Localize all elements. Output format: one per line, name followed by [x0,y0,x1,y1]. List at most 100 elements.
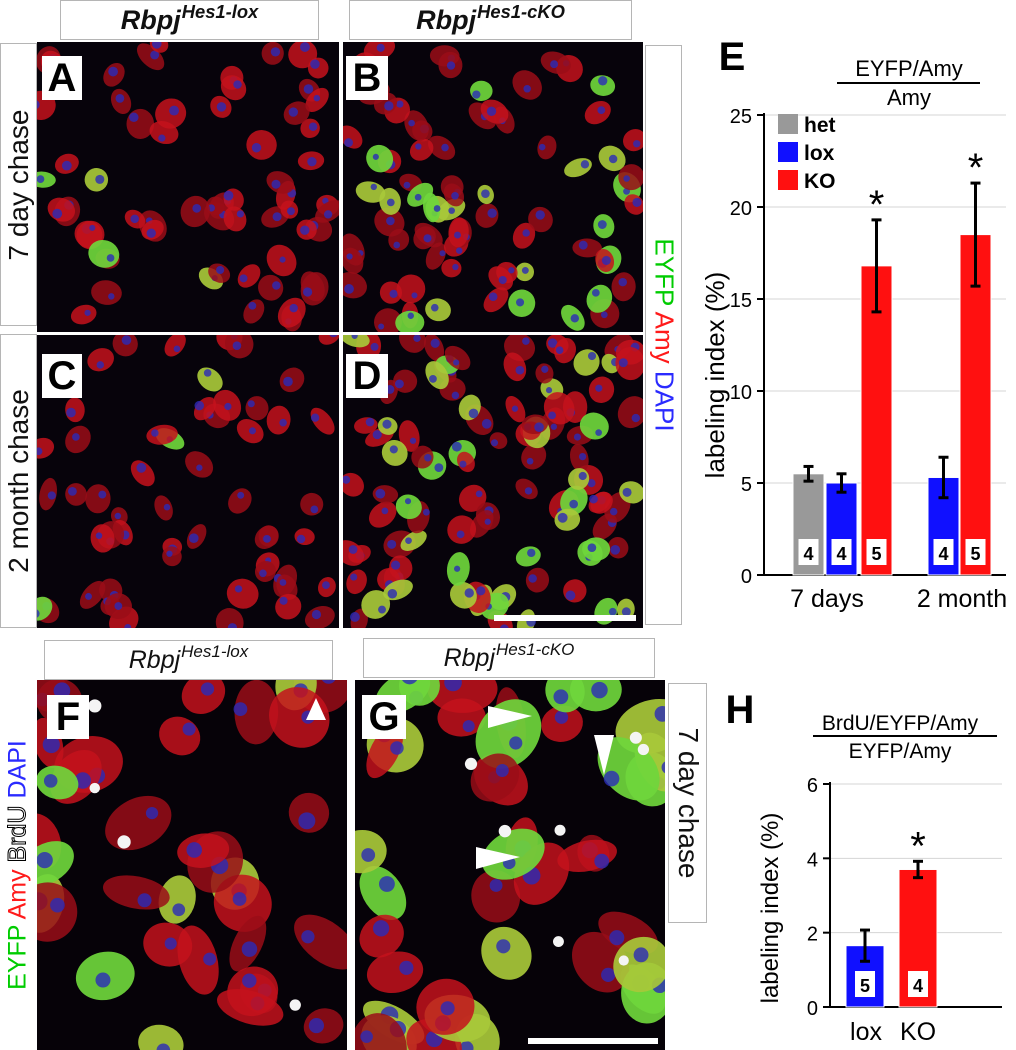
dapi-nucleus [349,612,360,622]
dapi-nucleus [481,418,492,429]
chart-e: E EYFP/Amy Amy 0 5 10 15 20 25 4 4 5 * 4 5 * 7 days 2 … [700,35,1007,613]
dapi-nucleus [661,761,665,774]
arrowhead-g-2 [476,847,520,869]
dapi-nucleus [557,512,568,523]
dapi-nucleus [300,225,310,235]
dapi-nucleus [489,879,503,892]
amylase-cell [300,272,329,306]
dapi-nucleus [448,207,455,214]
dapi-nucleus [301,930,315,944]
amylase-cell [294,914,347,970]
dapi-nucleus [310,413,320,422]
amylase-cell [623,129,643,152]
chart-h-title: BrdU/EYFP/Amy [822,712,979,735]
amylase-cell [177,833,230,868]
y-tick-label: 2 [807,924,818,946]
brdu-nucleus [637,743,650,756]
dapi-nucleus [496,939,511,954]
dapi-nucleus [85,592,92,600]
amylase-cell [343,247,364,274]
dapi-nucleus [287,207,295,216]
dapi-nucleus [196,464,203,471]
bar-KO [959,234,992,576]
dapi-nucleus [247,400,255,408]
amylase-cell [404,110,429,141]
dapi-nucleus [129,112,139,123]
dapi-nucleus [375,488,386,499]
dapi-nucleus [182,722,196,736]
dapi-nucleus [241,941,258,957]
dapi-nucleus [538,143,546,151]
chart-h-title-denominator: EYFP/Amy [849,740,952,763]
dapi-nucleus [288,107,298,117]
dapi-nucleus [386,216,395,226]
dapi-nucleus [609,930,625,946]
dapi-nucleus [440,1001,455,1016]
dapi-nucleus [270,47,281,57]
eyfp-cell [398,680,440,706]
dapi-nucleus [456,530,465,539]
dapi-nucleus [430,338,440,348]
header-cko-bottom: Rbpj Hes1-cKO [363,638,655,678]
eyfp-cell [138,1024,184,1050]
dapi-nucleus [108,66,118,77]
dapi-nucleus [350,573,358,581]
dapi-nucleus [378,323,385,330]
dapi-nucleus [302,287,313,297]
dapi-nucleus [409,437,417,444]
amylase-cell [162,546,182,567]
amylase-cell [409,138,434,161]
dapi-nucleus [95,174,105,184]
dapi-nucleus [462,720,475,733]
amylase-cell [584,100,611,125]
dapi-nucleus [279,418,287,427]
dapi-nucleus [169,105,180,116]
dapi-nucleus [173,345,181,353]
dapi-nucleus [172,903,186,917]
dapi-nucleus [621,607,631,617]
dapi-nucleus [343,475,351,484]
amylase-cell [471,870,521,923]
eyfp-cell [355,181,386,203]
eyfp-cell [582,537,611,561]
dapi-nucleus [534,422,544,432]
category-label: 2 month [917,585,1007,613]
stain-dapi-bottom: DAPI [3,740,32,806]
dapi-nucleus [404,498,412,505]
dapi-nucleus [66,407,76,418]
stain-label-top-box: EYFP Amy DAPI [645,45,682,625]
dapi-nucleus [516,298,525,307]
dapi-nucleus [569,499,578,509]
n-label: 4 [913,976,923,996]
dapi-nucleus [322,680,336,684]
dapi-nucleus [386,198,395,207]
panel-letter-c: C [42,354,82,398]
dapi-nucleus [476,586,486,596]
amylase-cell [164,335,186,357]
dapi-nucleus [381,507,389,515]
dapi-nucleus [137,893,152,908]
dapi-nucleus [394,379,404,389]
dapi-nucleus [370,183,377,191]
dapi-nucleus [601,255,611,265]
dapi-nucleus [433,205,441,212]
dapi-nucleus [455,247,463,254]
dapi-nucleus [115,93,125,103]
y-tick-label: 4 [807,849,818,871]
micrograph-panel-a [37,42,339,332]
dapi-nucleus [308,1017,325,1034]
dapi-nucleus [633,140,641,148]
dapi-nucleus [631,413,641,423]
dapi-nucleus [490,439,499,447]
dapi-nucleus [589,494,598,504]
dapi-nucleus [248,301,257,310]
dapi-nucleus [370,342,379,351]
dapi-nucleus [152,42,162,49]
dapi-nucleus [608,607,617,616]
dapi-nucleus [591,681,608,699]
stain-brdu-bottom: BrdU [3,805,32,870]
micrograph-panel-d [343,335,643,628]
amylase-cell [554,337,577,364]
scale-bar-bottom [528,1038,658,1044]
dapi-nucleus [580,160,590,169]
